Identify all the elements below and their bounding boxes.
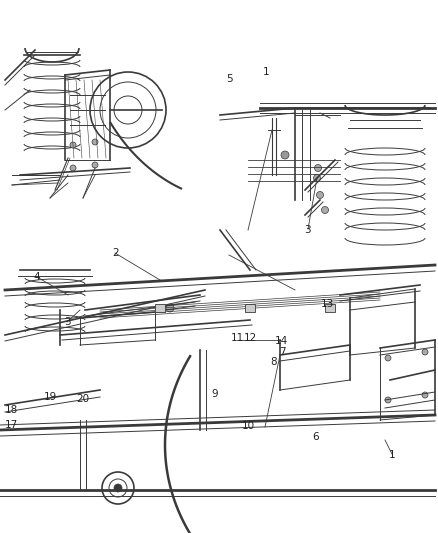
- Text: 7: 7: [279, 347, 286, 357]
- Text: 2: 2: [112, 248, 119, 258]
- Text: 12: 12: [244, 334, 257, 343]
- Text: 11: 11: [231, 334, 244, 343]
- Text: 20: 20: [77, 394, 90, 403]
- Circle shape: [114, 484, 122, 492]
- Circle shape: [314, 174, 321, 182]
- Circle shape: [422, 392, 428, 398]
- Text: 8: 8: [270, 358, 277, 367]
- Text: 4: 4: [34, 272, 41, 282]
- Text: 1: 1: [262, 67, 269, 77]
- Text: 5: 5: [226, 74, 233, 84]
- Text: 10: 10: [242, 422, 255, 431]
- Circle shape: [70, 142, 76, 148]
- Circle shape: [385, 397, 391, 403]
- Circle shape: [321, 206, 328, 214]
- Text: 19: 19: [44, 392, 57, 402]
- Text: 13: 13: [321, 299, 334, 309]
- Text: 3: 3: [304, 225, 311, 235]
- Circle shape: [166, 304, 174, 312]
- Circle shape: [314, 165, 321, 172]
- Text: 9: 9: [211, 390, 218, 399]
- Circle shape: [385, 355, 391, 361]
- Circle shape: [70, 165, 76, 171]
- Circle shape: [281, 151, 289, 159]
- Circle shape: [317, 191, 324, 198]
- Text: 1: 1: [389, 450, 396, 459]
- Circle shape: [92, 162, 98, 168]
- Text: 18: 18: [5, 406, 18, 415]
- Circle shape: [92, 139, 98, 145]
- Text: 14: 14: [275, 336, 288, 346]
- Text: 6: 6: [312, 432, 319, 442]
- Text: 3: 3: [64, 318, 71, 327]
- Text: 17: 17: [5, 421, 18, 430]
- Circle shape: [422, 349, 428, 355]
- Bar: [245, 304, 255, 312]
- Bar: [155, 304, 165, 312]
- Bar: [325, 304, 335, 312]
